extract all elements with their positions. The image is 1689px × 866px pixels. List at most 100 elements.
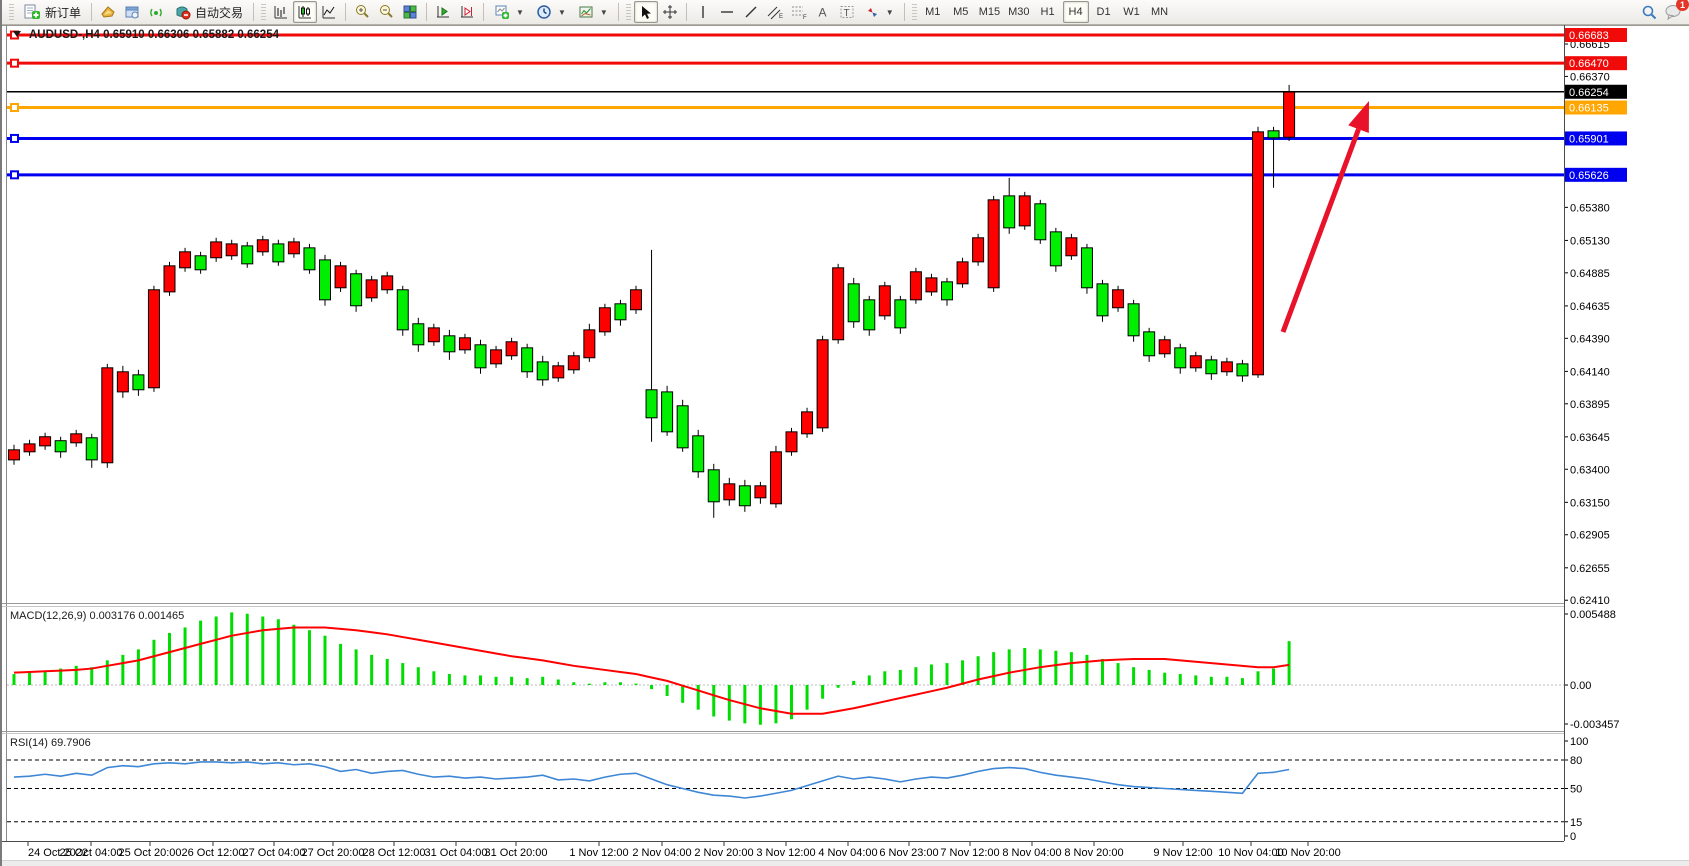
zoom-in-button[interactable] <box>350 1 374 23</box>
signals-button[interactable] <box>144 1 168 23</box>
candle <box>832 267 845 341</box>
arrow-objects-button[interactable]: ▼ <box>859 1 900 23</box>
time-label: 27 Oct 20:00 <box>302 847 365 859</box>
horizontal-line-button[interactable] <box>715 1 739 23</box>
timeframe-M1[interactable]: M1 <box>920 1 946 23</box>
navigator-icon <box>125 6 139 19</box>
price-tick-label: 0.65380 <box>1570 202 1610 214</box>
candle <box>521 347 534 373</box>
text-button[interactable]: A <box>811 1 835 23</box>
text-label-icon: T <box>840 6 854 19</box>
timeframe-H4[interactable]: H4 <box>1062 1 1089 23</box>
svg-text:F: F <box>803 15 807 20</box>
candle <box>1003 195 1016 229</box>
toolbar: 新订单 <box>2 0 1689 25</box>
bar-chart-icon <box>274 6 288 19</box>
price-tick-label: 0.64635 <box>1570 301 1610 313</box>
time-label: 2 Nov 20:00 <box>694 847 753 859</box>
candle <box>225 243 238 257</box>
new-chart-button[interactable]: ▼ <box>488 1 530 23</box>
candle <box>1096 283 1109 317</box>
symbol-dropdown-icon[interactable] <box>13 31 21 37</box>
auto-scroll-button[interactable] <box>431 1 455 23</box>
line-handle[interactable] <box>10 170 19 180</box>
candle <box>878 285 891 317</box>
rsi-axis-label: 100 <box>1570 736 1588 748</box>
candle <box>116 371 129 393</box>
text-label-button[interactable]: T <box>835 1 859 23</box>
time-label: 4 Nov 04:00 <box>818 847 877 859</box>
timeframe-D1[interactable]: D1 <box>1091 1 1117 23</box>
trend-arrow-shaft[interactable] <box>1280 128 1361 333</box>
timeframe-M5[interactable]: M5 <box>948 1 974 23</box>
timeframe-M15[interactable]: M15 <box>976 1 1003 23</box>
candle <box>23 443 36 453</box>
candle <box>801 411 814 435</box>
crosshair-button[interactable] <box>658 1 682 23</box>
tile-windows-icon <box>403 5 417 19</box>
line-handle[interactable] <box>10 133 19 143</box>
auto-trading-button[interactable]: 自动交易 <box>168 1 249 23</box>
chart-shift-button[interactable] <box>455 1 479 23</box>
candle <box>303 247 316 271</box>
cursor-button[interactable] <box>633 1 658 23</box>
zoom-out-button[interactable] <box>374 1 398 23</box>
rsi-axis-label: 80 <box>1570 755 1582 767</box>
dropdown-arrow-icon: ▼ <box>885 7 894 17</box>
candle <box>412 323 425 346</box>
timeframe-group: M1 M5 M15 M30 H1 H4 D1 W1 MN <box>920 1 1173 23</box>
market-watch-icon <box>101 6 115 18</box>
fibonacci-button[interactable]: F <box>787 1 811 23</box>
timeframe-H1[interactable]: H1 <box>1035 1 1061 23</box>
price-tick-label: 0.62655 <box>1570 563 1610 575</box>
new-order-button[interactable]: 新订单 <box>17 1 87 23</box>
price-line-badge-label: 0.66470 <box>1569 58 1609 70</box>
market-watch-button[interactable] <box>96 1 120 23</box>
candle <box>1127 303 1140 337</box>
line-chart-button[interactable] <box>317 1 341 23</box>
line-handle[interactable] <box>10 58 19 68</box>
candle <box>101 367 114 464</box>
periods-button[interactable]: ▼ <box>530 1 572 23</box>
candle <box>443 335 456 353</box>
tile-windows-button[interactable] <box>398 1 422 23</box>
candle <box>54 440 67 453</box>
zoom-out-icon <box>380 5 393 18</box>
bar-chart-button[interactable] <box>269 1 293 23</box>
time-label: 26 Oct 12:00 <box>182 847 245 859</box>
candle <box>132 374 145 391</box>
search-button[interactable] <box>1637 1 1661 23</box>
svg-text:A: A <box>818 6 826 20</box>
candle <box>536 361 549 381</box>
timeframe-M30[interactable]: M30 <box>1005 1 1032 23</box>
candle <box>179 251 192 269</box>
trendline-button[interactable] <box>739 1 763 23</box>
line-handle[interactable] <box>10 102 19 112</box>
timeframe-W1[interactable]: W1 <box>1119 1 1145 23</box>
candle <box>85 437 98 461</box>
equidistant-channel-button[interactable]: E <box>763 1 787 23</box>
candle <box>754 485 767 499</box>
candlestick-chart-button[interactable] <box>293 1 318 23</box>
trend-arrow-head[interactable] <box>1348 101 1369 133</box>
price-line-badge-label: 0.65626 <box>1569 170 1609 182</box>
templates-button[interactable]: ▼ <box>572 1 614 23</box>
auto-scroll-icon <box>437 6 450 18</box>
candle <box>210 241 223 259</box>
macd-label: MACD(12,26,9) 0.003176 0.001465 <box>10 610 184 622</box>
auto-trading-icon <box>176 6 191 20</box>
candle <box>614 303 627 321</box>
navigator-button[interactable] <box>120 1 144 23</box>
timeframe-MN[interactable]: MN <box>1147 1 1173 23</box>
price-line-badge-label: 0.65901 <box>1569 133 1609 145</box>
candle <box>909 271 922 301</box>
candle <box>692 435 705 473</box>
vertical-line-button[interactable] <box>691 1 715 23</box>
candle <box>256 239 269 253</box>
arrow-objects-icon <box>867 7 877 17</box>
cursor-icon <box>641 5 651 19</box>
toolbar-grip[interactable] <box>9 4 14 20</box>
candle <box>474 344 487 369</box>
trendline-icon <box>745 6 757 18</box>
